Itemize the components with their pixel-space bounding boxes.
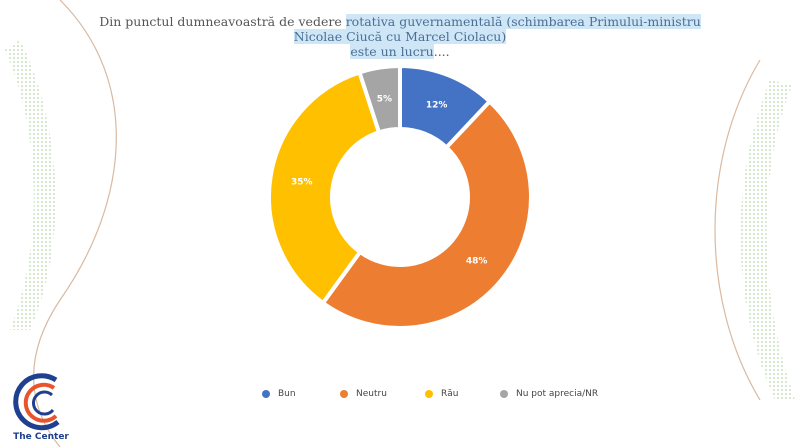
legend-label: Nu pot aprecia/NR bbox=[516, 389, 599, 399]
logo-text: The Center bbox=[13, 432, 69, 442]
left-dots bbox=[5, 40, 56, 330]
right-curve bbox=[714, 59, 761, 401]
title-plain: Din punctul dumneavoastră de vedere bbox=[99, 14, 346, 29]
legend-dot-icon bbox=[500, 390, 508, 398]
title-highlight-1: rotativa guvernamentală (schimbarea Prim… bbox=[293, 14, 701, 44]
slice-r-u bbox=[267, 69, 382, 306]
legend-item-bun: Bun bbox=[262, 389, 296, 399]
chart-legend: Bun Neutru Rău Nu pot aprecia/NR bbox=[0, 389, 800, 405]
legend-item-r-u: Rău bbox=[425, 389, 458, 399]
data-label-bun: 12% bbox=[426, 100, 448, 110]
legend-label: Neutru bbox=[356, 389, 387, 399]
left-curve bbox=[33, 0, 117, 447]
legend-item-nu-pot-aprecia-nr: Nu pot aprecia/NR bbox=[500, 389, 598, 399]
slice-nu-pot-aprecia-nr bbox=[356, 63, 402, 135]
legend-dot-icon bbox=[425, 390, 433, 398]
right-dots bbox=[740, 80, 795, 400]
logo-mark-icon bbox=[13, 373, 60, 431]
legend-dot-icon bbox=[340, 390, 348, 398]
slice-neutru bbox=[320, 98, 533, 330]
data-label-nu-pot-aprecia-nr: 5% bbox=[377, 95, 392, 105]
data-label-neutru: 48% bbox=[466, 256, 488, 266]
legend-item-neutru: Neutru bbox=[340, 389, 387, 399]
the-center-logo: The Center bbox=[6, 372, 76, 447]
title-highlight-2: este un lucru bbox=[350, 44, 434, 59]
title-tail: .... bbox=[433, 44, 450, 59]
legend-label: Rău bbox=[441, 389, 459, 399]
data-label-r-u: 35% bbox=[291, 177, 313, 187]
chart-title: Din punctul dumneavoastră de vedere rota… bbox=[90, 14, 710, 59]
legend-dot-icon bbox=[262, 390, 270, 398]
legend-label: Bun bbox=[278, 389, 296, 399]
